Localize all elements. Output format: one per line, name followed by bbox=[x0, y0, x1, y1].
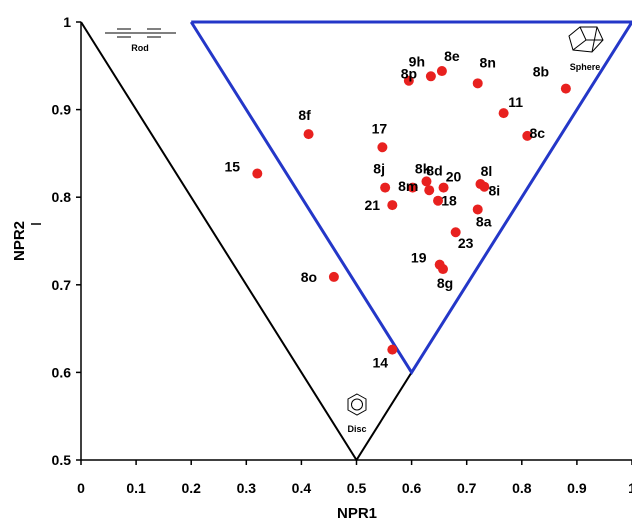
data-point bbox=[403, 75, 414, 86]
point-label: 18 bbox=[441, 193, 457, 209]
point-label: 8f bbox=[298, 107, 311, 123]
point-label: 8c bbox=[530, 125, 546, 141]
x-axis-title: NPR1 bbox=[337, 505, 377, 522]
rod-icon bbox=[105, 28, 176, 38]
data-point bbox=[425, 71, 436, 82]
data-point bbox=[472, 204, 483, 215]
point-label: 8d bbox=[426, 162, 442, 178]
point-label: 8m bbox=[398, 178, 418, 194]
point-label: 8g bbox=[437, 275, 453, 291]
data-point bbox=[252, 168, 263, 179]
data-point bbox=[436, 66, 447, 77]
point-label: 8b bbox=[533, 64, 549, 80]
y-tick-label: 1 bbox=[63, 14, 71, 30]
x-tick-label: 0.7 bbox=[457, 480, 477, 496]
y-axis-title: NPR2 bbox=[11, 221, 28, 261]
data-point bbox=[424, 185, 435, 196]
data-point bbox=[421, 176, 432, 187]
sphere-label: Sphere bbox=[570, 62, 601, 72]
point-label: 23 bbox=[458, 235, 474, 251]
point-label: 8o bbox=[301, 269, 317, 285]
point-label: 8p bbox=[401, 65, 417, 81]
data-point bbox=[438, 264, 449, 275]
x-tick-label: 0.8 bbox=[512, 480, 532, 496]
point-label: 8e bbox=[444, 48, 460, 64]
x-tick-label: 0.6 bbox=[402, 480, 422, 496]
x-tick-label: 0.4 bbox=[292, 480, 312, 496]
data-points bbox=[252, 66, 571, 355]
x-ticks: 0 0.1 0.2 0.3 0.4 0.5 0.6 0.7 0.8 0.9 1 bbox=[77, 460, 632, 496]
point-label: 20 bbox=[446, 169, 462, 185]
data-point bbox=[522, 130, 533, 141]
data-point bbox=[450, 227, 461, 238]
point-label: 8i bbox=[488, 183, 500, 199]
point-label: 21 bbox=[365, 197, 381, 213]
point-label: 8a bbox=[476, 213, 492, 229]
x-tick-label: 0.3 bbox=[237, 480, 257, 496]
data-point bbox=[387, 200, 398, 211]
point-label: 19 bbox=[411, 250, 427, 266]
data-point bbox=[377, 142, 388, 153]
point-label: 11 bbox=[508, 94, 523, 110]
data-point bbox=[433, 195, 444, 206]
y-tick-label: 0.8 bbox=[52, 189, 72, 205]
point-label: 17 bbox=[372, 120, 388, 136]
x-tick-label: 0 bbox=[77, 480, 85, 496]
disc-label: Disc bbox=[347, 424, 366, 434]
x-tick-label: 0.5 bbox=[347, 480, 367, 496]
inner-region bbox=[189, 20, 632, 376]
data-point bbox=[479, 181, 490, 192]
y-ticks: 0.5 0.6 0.7 0.8 0.9 1 bbox=[52, 14, 81, 468]
data-point bbox=[472, 78, 483, 89]
point-label: 14 bbox=[373, 355, 389, 371]
data-point bbox=[407, 182, 418, 193]
point-label: 8l bbox=[481, 163, 493, 179]
point-label: 8k bbox=[415, 161, 431, 177]
data-point bbox=[387, 344, 398, 355]
y-tick-label: 0.5 bbox=[52, 452, 72, 468]
x-tick-label: 0.1 bbox=[126, 480, 146, 496]
rod-label: Rod bbox=[131, 43, 149, 53]
x-tick-label: 0.9 bbox=[567, 480, 587, 496]
data-point bbox=[380, 182, 391, 193]
point-label: 9h bbox=[409, 54, 425, 70]
point-label: 8j bbox=[373, 161, 385, 177]
data-point bbox=[328, 271, 339, 282]
data-point bbox=[498, 108, 509, 119]
point-label: 8n bbox=[480, 54, 496, 70]
x-tick-label: 0.2 bbox=[181, 480, 201, 496]
y-tick-label: 0.6 bbox=[52, 364, 72, 380]
y-tick-label: 0.7 bbox=[52, 277, 72, 293]
point-label: 15 bbox=[225, 159, 241, 175]
data-point bbox=[560, 83, 571, 94]
npr-regions bbox=[80, 20, 632, 462]
disc-icon bbox=[347, 393, 367, 416]
data-point bbox=[303, 129, 314, 140]
sphere-icon bbox=[568, 26, 604, 53]
y-tick-label: 0.9 bbox=[52, 102, 72, 118]
data-point bbox=[438, 182, 449, 193]
x-tick-label: 1 bbox=[628, 480, 632, 496]
